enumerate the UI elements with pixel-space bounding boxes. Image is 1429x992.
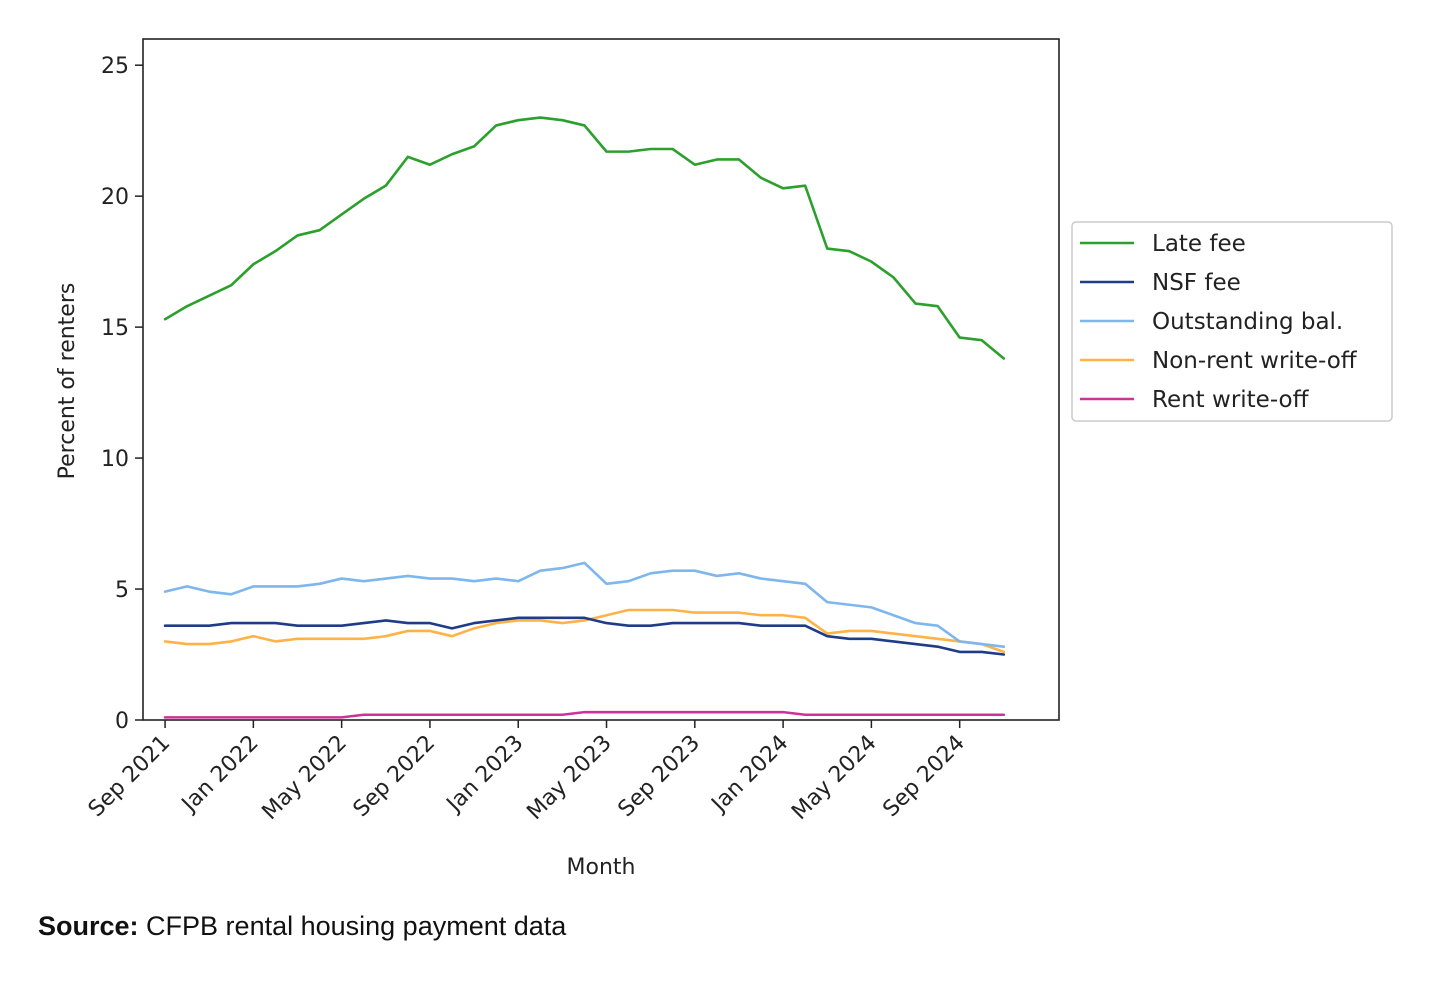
line-chart: 0 5 10 15 20 25 Sep 2021 Jan 2022 May 2022 Sep 20… [55,38,1393,880]
y-tick-label: 0 [115,709,129,734]
x-axis-label: Month [567,855,636,880]
series-line-outstanding-bal [163,561,1006,648]
legend-label-outstanding-bal: Outstanding bal. [1152,309,1343,335]
y-tick-label: 5 [115,578,129,603]
x-tick-label: Jan 2022 [176,731,264,819]
y-tick-label: 10 [101,447,129,472]
x-tick-label: Sep 2023 [614,731,706,823]
source-label: Source: [38,911,139,941]
y-tick-label: 15 [101,316,129,341]
legend-box [1071,221,1393,422]
legend: Late fee NSF fee Outstanding bal. Non-rent … [1071,221,1393,422]
x-tick-label: Jan 2023 [441,731,529,819]
legend-label-rent-write-off: Rent write-off [1152,387,1310,413]
x-tick-label: Jan 2024 [706,731,794,819]
source-note: Source: CFPB rental housing payment data [38,911,566,942]
legend-label-nsf-fee: NSF fee [1152,270,1241,296]
x-tick-label: Sep 2021 [84,731,176,823]
x-tick-label: May 2024 [787,731,881,825]
series-line-nsf-fee [163,616,1006,656]
x-tick-label: May 2023 [522,731,616,825]
source-text: CFPB rental housing payment data [146,911,567,941]
series-line-late-fee [163,116,1006,360]
series-line-non-rent-write-off [163,608,1006,654]
x-tick-label: Sep 2022 [349,731,441,823]
series-line-rent-write-off [163,710,1006,719]
y-tick-label: 25 [101,54,129,79]
y-tick-label: 20 [101,185,129,210]
plot-frame [142,38,1060,721]
x-tick-label: Sep 2024 [878,731,970,823]
x-tick-label: May 2022 [258,731,352,825]
legend-label-late-fee: Late fee [1152,231,1246,257]
y-axis-label: Percent of renters [55,283,80,480]
legend-label-non-rent-write-off: Non-rent write-off [1152,348,1358,374]
